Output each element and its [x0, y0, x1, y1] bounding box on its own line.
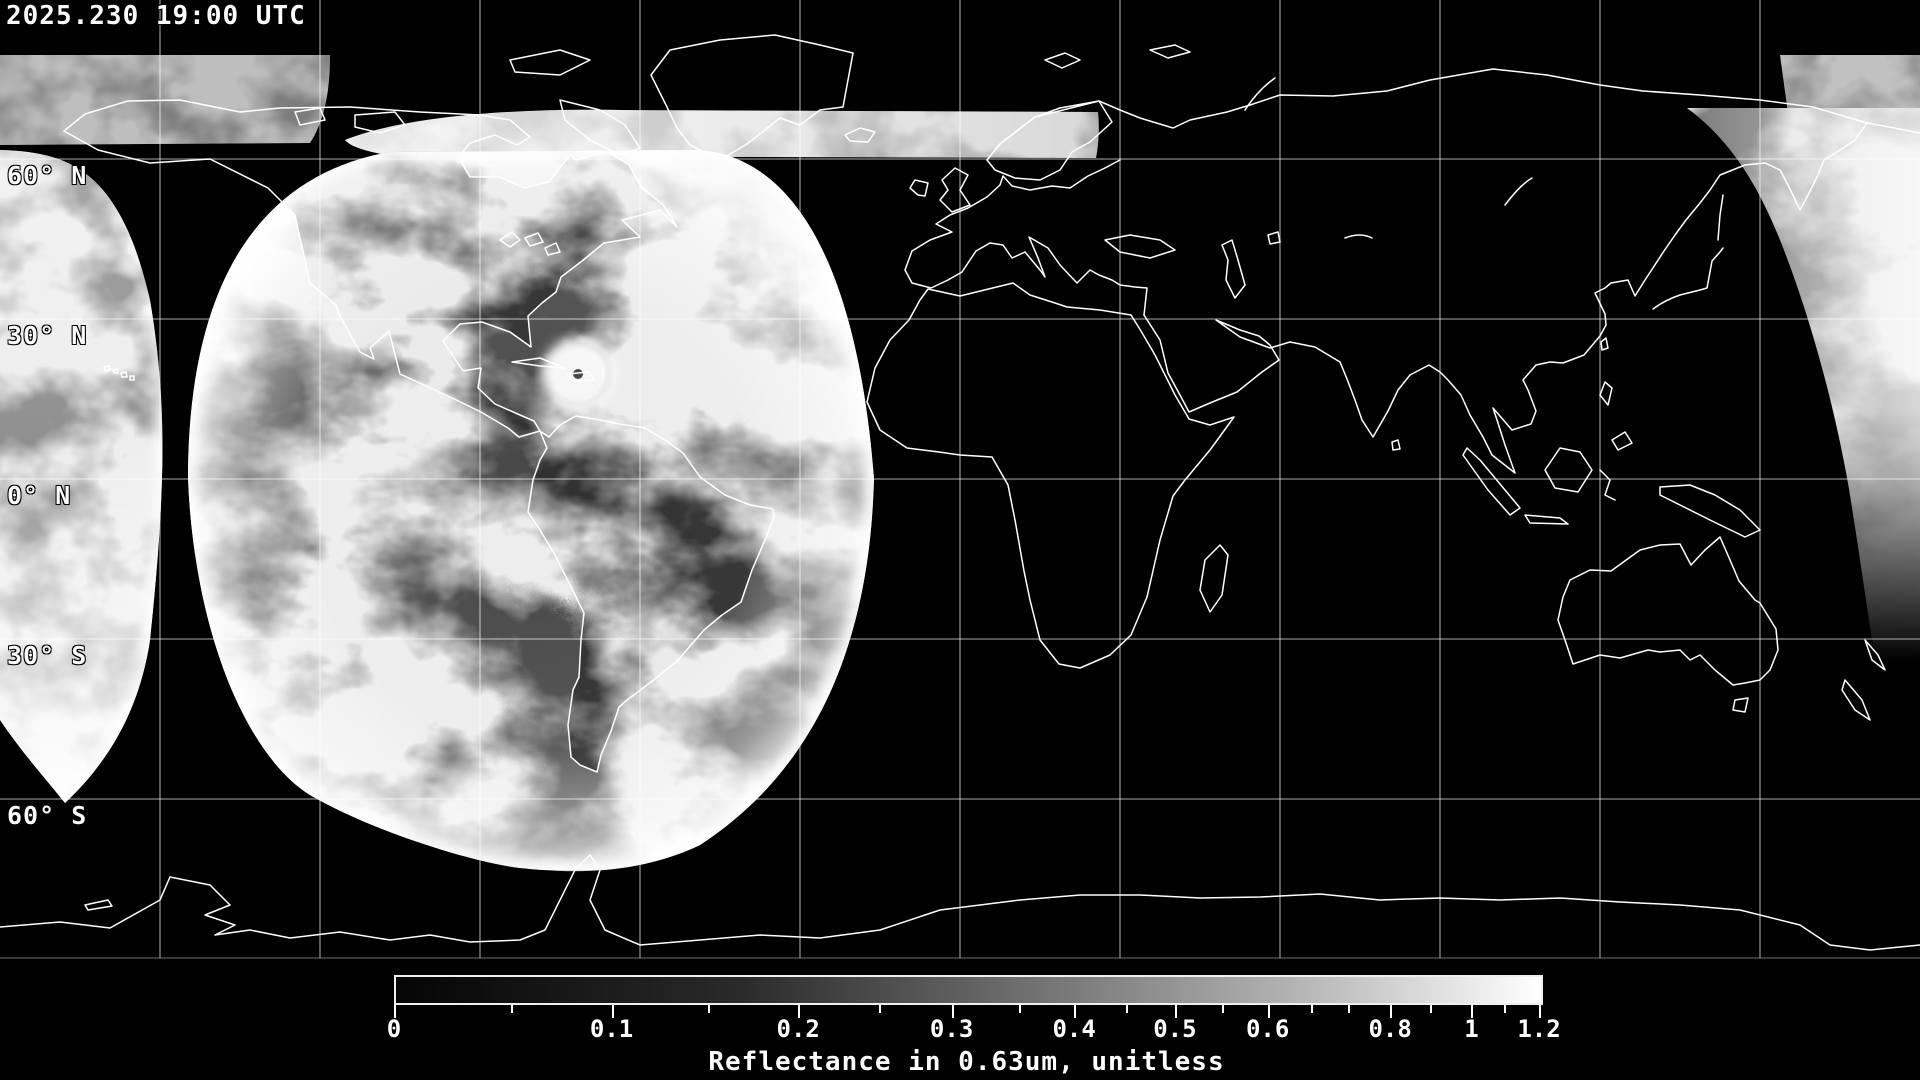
coastline-philippines [1599, 381, 1633, 451]
coastline-svalbard-islands [1044, 44, 1276, 111]
coastline-iceland [844, 127, 876, 143]
colorbar-minor-tick [707, 1005, 710, 1013]
colorbar-footer: 0 0.1 0.2 0.3 0.4 0.5 0.6 0.8 1 1.2 Reflectance i… [0, 959, 1920, 1080]
colorbar-tick-label: 1.2 [1517, 1015, 1561, 1043]
world-map [0, 0, 1920, 959]
coastline-lake-baikal-balkhash [1344, 177, 1533, 239]
coastline-south-asia [1143, 122, 1868, 474]
hurricane-swirl [542, 336, 614, 410]
colorbar-minor-tick [1430, 1005, 1433, 1013]
coastline-new-zealand [1841, 639, 1886, 721]
colorbar-minor-tick [1019, 1005, 1022, 1013]
satellite-coverage-left-disk [0, 150, 163, 803]
coastline-caspian-aral [1221, 231, 1281, 299]
satellite-coverage-goes-east-disk [188, 150, 874, 872]
colorbar-minor-tick [1125, 1005, 1128, 1013]
colorbar-minor-tick [1311, 1005, 1314, 1013]
latitude-label: 30° S [7, 641, 88, 670]
colorbar-tick-label: 0.3 [929, 1015, 974, 1043]
world-satellite-mosaic: 2025.230 19:00 UTC 60° N 30° N 0° N 30° S 60… [0, 0, 1920, 959]
coastline-caribbean [511, 357, 596, 382]
colorbar-caption: Reflectance in 0.63um, unitless [708, 1047, 1225, 1077]
colorbar-minor-tick [879, 1005, 882, 1013]
satellite-coverage-north-band [345, 109, 1099, 158]
colorbar-minor-tick [1347, 1005, 1350, 1013]
colorbar-tick-label: 0.5 [1153, 1015, 1197, 1043]
coastline-japan-sakhalin [1652, 194, 1724, 310]
reflectance-colorbar-gradient [394, 975, 1543, 1005]
coastline-mediterranean-europe [904, 236, 1148, 316]
colorbar-major-tick [611, 1005, 614, 1018]
colorbar-tick-label: 0.1 [589, 1015, 634, 1043]
coastline-great-lakes [499, 231, 561, 256]
latitude-label: 30° N [7, 321, 88, 350]
colorbar-major-tick [1390, 1005, 1393, 1018]
colorbar-tick-label: 0.2 [776, 1015, 820, 1043]
coastline-arctic-islands [294, 49, 641, 156]
colorbar-major-tick [1539, 1005, 1541, 1018]
colorbar-major-tick [1471, 1005, 1474, 1018]
colorbar-major-tick [394, 1005, 396, 1018]
colorbar-tick-label: 1 [1464, 1015, 1479, 1043]
colorbar-tick-label: 0.4 [1052, 1015, 1096, 1043]
coastline-taiwan [1600, 337, 1609, 351]
colorbar-major-tick [798, 1005, 801, 1018]
coastline-atlantic-europe [911, 159, 1121, 252]
coastline-sri-lanka [1391, 439, 1401, 451]
coastline-hawaii [103, 365, 135, 381]
coastline-antarctica [0, 854, 1920, 951]
latitude-label: 60° N [7, 161, 88, 190]
colorbar-major-tick [1267, 1005, 1270, 1018]
graticule-gridlines [0, 0, 1920, 959]
coastline-north-america [63, 99, 678, 438]
coastlines [0, 34, 1920, 951]
coastline-greenland [650, 34, 854, 161]
colorbar-tick-label: 0 [386, 1015, 402, 1043]
coastline-black-sea [1104, 234, 1176, 259]
colorbar-minor-tick [510, 1005, 513, 1013]
coastline-british-isles [909, 167, 971, 213]
coastline-south-america [527, 415, 775, 773]
coastline-australia [1557, 536, 1779, 686]
coastline-eurasia-arctic [986, 68, 1920, 161]
latitude-label: 0° N [7, 481, 72, 510]
colorbar-minor-tick [1221, 1005, 1224, 1013]
coastline-indonesia [1462, 447, 1616, 525]
coastline-africa [866, 282, 1235, 669]
coastline-madagascar [1199, 544, 1229, 613]
timestamp-label: 2025.230 19:00 UTC [6, 1, 306, 31]
colorbar-major-tick [1174, 1005, 1177, 1018]
coastline-new-guinea [1659, 484, 1761, 538]
colorbar-tick-label: 0.6 [1245, 1015, 1290, 1043]
latitude-label: 60° S [7, 801, 88, 830]
colorbar-major-tick [1074, 1005, 1077, 1018]
coastline-tasmania [1732, 697, 1749, 713]
colorbar-major-tick [951, 1005, 954, 1018]
colorbar-minor-tick [1503, 1005, 1506, 1013]
colorbar-tick-label: 0.8 [1368, 1015, 1412, 1043]
